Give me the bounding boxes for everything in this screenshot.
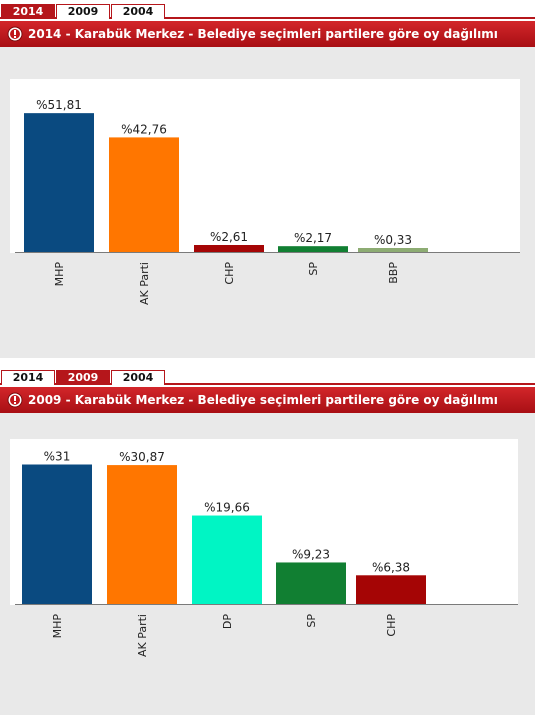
year-tabs: 2014 2009 2004: [0, 366, 535, 385]
data-label: %51,81: [36, 98, 82, 112]
data-label: %6,38: [372, 560, 410, 574]
bar-sp: [276, 562, 346, 604]
plot-area: [10, 439, 518, 605]
data-label: %2,17: [294, 231, 332, 245]
bar-ak-parti: [109, 137, 179, 252]
chart-panel-2014: 2014 2009 2004 2014 - Karabük Merkez - B…: [0, 0, 535, 358]
tab-2009[interactable]: 2009: [56, 4, 110, 19]
x-tick-label: MHP: [51, 614, 64, 639]
plot-area: [10, 79, 520, 253]
tab-2004[interactable]: 2004: [111, 370, 165, 385]
x-tick-label: BBP: [387, 262, 400, 284]
bar-chp: [356, 575, 426, 604]
x-tick-label: SP: [305, 614, 318, 628]
x-tick-label: AK Parti: [136, 614, 149, 657]
chart-title-bar: 2009 - Karabük Merkez - Belediye seçimle…: [0, 387, 535, 413]
chart-panel-2009: 2014 2009 2004 2009 - Karabük Merkez - B…: [0, 366, 535, 715]
bar-bbp: [358, 248, 428, 252]
bar-chart-2014: %51,81 MHP %42,76 AK Parti %2,61 CHP %2,17 SP %0…: [10, 79, 520, 305]
bar-mhp: [22, 464, 92, 604]
data-label: %0,33: [374, 233, 412, 247]
data-label: %30,87: [119, 450, 165, 464]
data-label: %42,76: [121, 122, 167, 136]
x-tick-label: AK Parti: [138, 262, 151, 305]
x-tick-label: MHP: [53, 262, 66, 287]
x-tick-label: CHP: [385, 614, 398, 637]
tab-2014[interactable]: 2014: [1, 4, 55, 19]
bar-dp: [192, 515, 262, 604]
chart-area: %51,81 MHP %42,76 AK Parti %2,61 CHP %2,17 SP %0…: [0, 47, 535, 358]
data-label: %2,61: [210, 230, 248, 244]
data-label: %19,66: [204, 501, 250, 515]
data-label: %31: [44, 450, 71, 464]
tab-2014[interactable]: 2014: [1, 370, 55, 385]
year-tabs: 2014 2009 2004: [0, 0, 535, 19]
tab-2009[interactable]: 2009: [56, 370, 110, 385]
bar-chp: [194, 245, 264, 252]
info-icon: [7, 392, 23, 408]
tab-2004[interactable]: 2004: [111, 4, 165, 19]
x-tick-label: SP: [307, 262, 320, 276]
x-tick-label: DP: [221, 614, 234, 629]
data-label: %9,23: [292, 547, 330, 561]
info-icon: [7, 26, 23, 42]
bar-mhp: [24, 113, 94, 252]
chart-area: %31 MHP %30,87 AK Parti %19,66 DP %9,23 SP %6,38…: [0, 413, 535, 715]
bar-sp: [278, 246, 348, 252]
chart-title-bar: 2014 - Karabük Merkez - Belediye seçimle…: [0, 21, 535, 47]
chart-title: 2009 - Karabük Merkez - Belediye seçimle…: [28, 393, 498, 407]
bar-chart-2009: %31 MHP %30,87 AK Parti %19,66 DP %9,23 SP %6,38…: [10, 439, 518, 657]
chart-title: 2014 - Karabük Merkez - Belediye seçimle…: [28, 27, 498, 41]
bar-ak-parti: [107, 465, 177, 604]
x-tick-label: CHP: [223, 262, 236, 285]
